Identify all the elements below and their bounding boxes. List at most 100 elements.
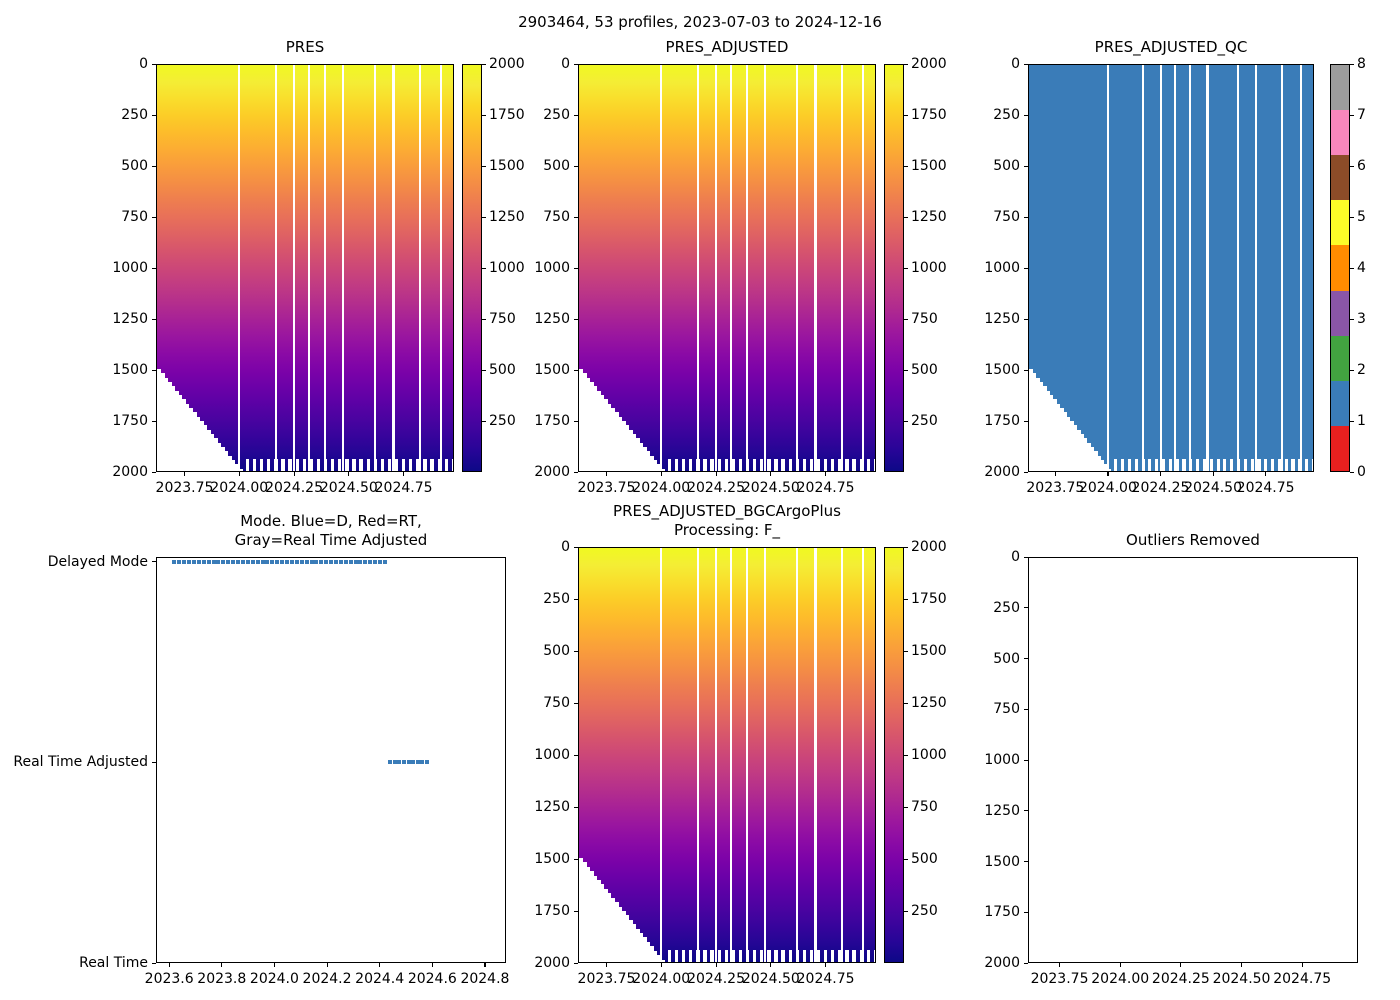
- mode-point-delayed-mode: [236, 559, 241, 564]
- profile-gap-line: [696, 65, 699, 471]
- colorbar-pres_adjusted: [884, 64, 904, 472]
- colorbar-segment-qc-5: [1331, 200, 1349, 246]
- profile-gap-line: [763, 548, 766, 962]
- mode-point-delayed-mode: [378, 559, 383, 564]
- ytick-mark: [574, 650, 578, 652]
- data-gap-mask: [649, 455, 654, 471]
- xtick-label-pres_adjusted: 2024.50: [741, 480, 800, 496]
- ytick-label-pres_adjusted_bgcargoplus: 2000: [534, 955, 570, 971]
- mode-point-delayed-mode: [250, 559, 255, 564]
- mode-point-delayed-mode: [299, 559, 304, 564]
- ytick-label-pres_adjusted_bgcargoplus: 500: [543, 643, 570, 659]
- mode-point-delayed-mode: [294, 559, 299, 564]
- bottom-notch-mask: [423, 459, 427, 471]
- colorbar-tick-mark: [482, 420, 486, 422]
- bottom-notch-mask: [760, 459, 764, 471]
- profile-gap-line: [660, 65, 663, 471]
- profile-gap-line: [715, 65, 718, 471]
- xtick-mark: [484, 963, 486, 967]
- ytick-mark: [152, 761, 156, 764]
- data-gap-mask: [642, 446, 647, 471]
- bottom-notch-mask: [674, 459, 679, 471]
- colorbar-tick-label-pres_adjusted: 1500: [911, 158, 947, 174]
- data-gap-mask: [600, 394, 605, 471]
- colorbar-tick-label-pres_adjusted_qc: 8: [1357, 56, 1366, 72]
- bottom-notch-mask: [802, 459, 807, 471]
- profile-gap-line: [323, 65, 327, 471]
- profile-gap-line: [373, 65, 377, 471]
- colorbar-tick-mark: [904, 267, 908, 269]
- profile-gap-line: [293, 65, 296, 471]
- profile-gap-line: [696, 548, 699, 962]
- bottom-notch-mask: [838, 950, 842, 962]
- data-gap-mask: [1039, 381, 1044, 471]
- ytick-label-pres: 1250: [112, 311, 148, 327]
- data-gap-mask: [224, 451, 229, 471]
- bottom-notch-mask: [1216, 459, 1220, 471]
- xtick-mark: [1107, 472, 1109, 476]
- data-gap-mask: [1049, 394, 1054, 471]
- data-gap-mask: [660, 959, 665, 962]
- mode-point-delayed-mode: [314, 559, 319, 564]
- colorbar-segment-qc-8: [1331, 65, 1349, 111]
- profile-gap-line: [745, 548, 749, 962]
- data-gap-mask: [199, 420, 204, 471]
- figure-suptitle: 2903464, 53 profiles, 2023-07-03 to 2024…: [518, 13, 882, 31]
- bottom-notch-mask: [387, 459, 392, 471]
- bottom-notch-mask: [380, 459, 385, 471]
- data-gap-mask: [586, 866, 591, 962]
- data-gap-mask: [589, 871, 594, 962]
- ytick-mark: [1024, 759, 1028, 761]
- data-gap-mask: [167, 381, 172, 471]
- bottom-notch-mask: [331, 459, 335, 471]
- data-gap-mask: [628, 919, 633, 962]
- ytick-label-pres_adjusted: 1000: [534, 260, 570, 276]
- xtick-label-pres_adjusted_qc: 2024.00: [1078, 480, 1137, 496]
- bottom-notch-mask: [781, 459, 785, 471]
- ytick-mark: [152, 165, 156, 167]
- ytick-label-pres_adjusted: 750: [543, 209, 570, 225]
- mode-point-real-time-adjusted: [397, 760, 402, 765]
- colorbar-tick-label-pres_adjusted_qc: 2: [1357, 362, 1366, 378]
- ytick-label-mode: Real Time: [79, 955, 148, 971]
- bottom-notch-mask: [1277, 459, 1281, 471]
- ytick-label-outliers_removed: 1500: [984, 853, 1020, 870]
- colorbar-tick-label-pres: 1750: [489, 107, 525, 123]
- colorbar-tick-mark: [1350, 369, 1354, 371]
- ytick-label-pres: 1000: [112, 260, 148, 276]
- data-gap-mask: [1083, 438, 1088, 471]
- bottom-notch-mask: [338, 459, 342, 471]
- colorbar-tick-mark: [1350, 63, 1354, 65]
- bottom-notch-mask: [753, 459, 757, 471]
- plot-area-mode: [156, 557, 506, 963]
- colorbar-tick-mark: [904, 420, 908, 422]
- bottom-notch-mask: [1271, 459, 1275, 471]
- profile-gap-line: [814, 65, 817, 471]
- colorbar-tick-mark: [482, 216, 486, 218]
- profile-gap-line: [841, 548, 844, 962]
- colorbar-tick-mark: [1350, 165, 1354, 167]
- colorbar-tick-label-pres: 500: [489, 362, 516, 378]
- bottom-notch-mask: [682, 950, 686, 962]
- ytick-label-pres_adjusted_qc: 1750: [984, 413, 1020, 429]
- xtick-mark: [403, 472, 405, 476]
- mode-point-delayed-mode: [304, 559, 309, 564]
- bottom-notch-mask: [1196, 459, 1200, 471]
- data-gap-mask: [603, 399, 608, 471]
- bottom-notch-mask: [824, 459, 828, 471]
- colorbar-tick-mark: [904, 754, 908, 756]
- mode-point-delayed-mode: [182, 559, 187, 564]
- data-gap-mask: [171, 386, 176, 471]
- bottom-notch-mask: [710, 950, 714, 962]
- colorbar-tick-mark: [904, 910, 908, 912]
- colorbar-tick-mark: [904, 598, 908, 600]
- colorbar-pres_adjusted_bgcargoplus: [884, 547, 904, 963]
- ytick-mark: [574, 702, 578, 704]
- profile-gap-line: [660, 548, 663, 962]
- xtick-label-mode: 2024.2: [302, 971, 352, 987]
- bottom-notch-mask: [366, 459, 370, 471]
- bottom-notch-mask: [738, 459, 743, 471]
- data-gap-mask: [621, 910, 626, 962]
- bottom-notch-mask: [1121, 459, 1125, 471]
- mode-point-delayed-mode: [270, 559, 275, 564]
